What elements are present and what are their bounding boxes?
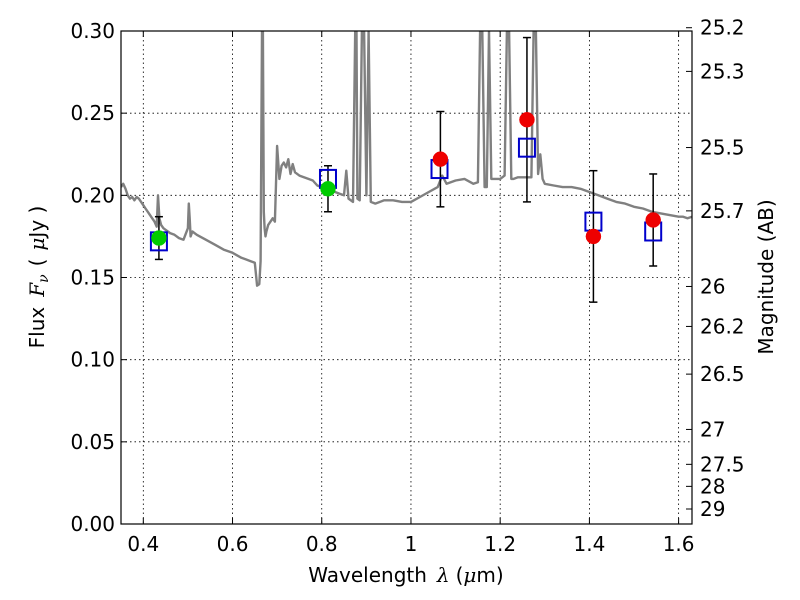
y2-tick-label: 27 bbox=[700, 417, 725, 441]
y2-tick-label: 25.7 bbox=[700, 199, 745, 223]
y2-axis-label: Magnitude (AB) bbox=[754, 199, 778, 354]
observed-photometry-point bbox=[585, 228, 602, 245]
synthetic-photometry-square bbox=[517, 137, 536, 158]
observed-photometry-point bbox=[519, 111, 535, 128]
y-tick-label: 0.10 bbox=[70, 348, 115, 372]
observed-photometry-point bbox=[320, 181, 336, 197]
x-tick-label: 0.4 bbox=[127, 532, 159, 556]
y-tick-label: 0.30 bbox=[70, 19, 115, 43]
y2-tick-label: 25.2 bbox=[700, 16, 745, 40]
y2-tick-label: 26.5 bbox=[700, 362, 745, 386]
ticks-layer: 0.4 0.6 0.8 1 1.2 1.4 1.6 0.00 0.05 0.10 0.15 0.20 0… bbox=[70, 16, 744, 556]
y-tick-label: 0.05 bbox=[70, 430, 115, 454]
x-tick-label: 0.8 bbox=[306, 532, 338, 556]
y-tick-label: 0.25 bbox=[70, 101, 115, 125]
observed-photometry-point bbox=[151, 230, 167, 246]
x-tick-label: 1.2 bbox=[484, 532, 516, 556]
y2-tick-label: 25.5 bbox=[700, 136, 745, 160]
y2-tick-label: 27.5 bbox=[700, 452, 745, 476]
x-tick-label: 1.6 bbox=[663, 532, 695, 556]
circle-marker-layer bbox=[151, 111, 661, 246]
y2-tick-label: 29 bbox=[700, 497, 725, 521]
y2-tick-label: 28 bbox=[700, 474, 725, 498]
y-axis-label: FluxFν(μJy ) bbox=[25, 206, 52, 349]
observed-photometry-point bbox=[645, 212, 661, 228]
x-axis-label: Wavelength λ (μm) bbox=[308, 563, 503, 587]
y2-tick-label: 26.2 bbox=[700, 314, 745, 338]
y2-tick-label: 26 bbox=[700, 274, 725, 298]
x-tick-label: 0.6 bbox=[217, 532, 249, 556]
y-tick-label: 0.00 bbox=[70, 512, 115, 536]
x-tick-label: 1.4 bbox=[573, 532, 605, 556]
y-tick-label: 0.20 bbox=[70, 183, 115, 207]
observed-photometry-point bbox=[432, 151, 449, 167]
y2-tick-label: 25.3 bbox=[700, 59, 745, 83]
y-tick-label: 0.15 bbox=[70, 266, 115, 290]
x-tick-label: 1 bbox=[405, 532, 418, 556]
